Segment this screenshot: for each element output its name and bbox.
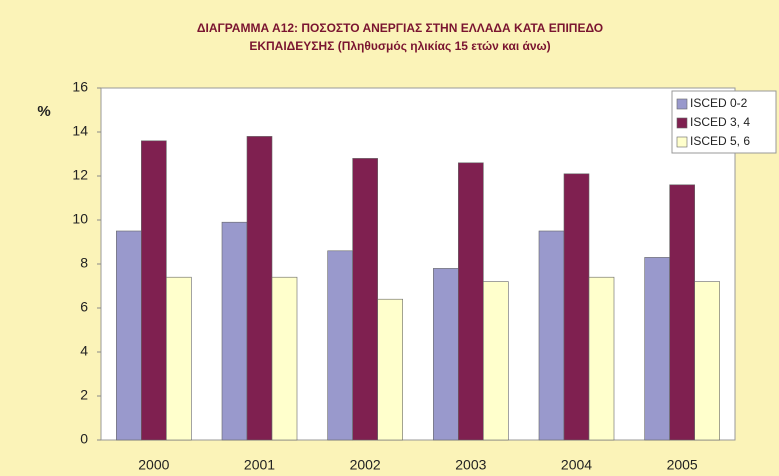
plot-area (100, 87, 736, 441)
y-tick-label: 12 (72, 167, 88, 183)
bar (166, 276, 192, 441)
legend-box (671, 90, 777, 154)
x-tick-label: 2002 (350, 457, 381, 473)
y-tick-label: 0 (80, 431, 88, 447)
bar (377, 298, 403, 441)
x-tick-label: 2001 (244, 457, 275, 473)
y-tick-label: 8 (80, 255, 88, 271)
y-tick-label: 14 (72, 123, 88, 139)
bar (458, 162, 484, 441)
y-tick-label: 6 (80, 299, 88, 315)
bar (271, 276, 298, 441)
bar (221, 221, 248, 441)
bar (246, 136, 273, 441)
legend-swatch (676, 117, 688, 129)
bar (327, 250, 353, 441)
x-tick-label: 2003 (455, 457, 486, 473)
bar (538, 230, 565, 441)
bar (483, 281, 509, 441)
bar (433, 268, 459, 441)
bar (669, 184, 695, 441)
bar (694, 281, 720, 441)
y-tick-label: 2 (80, 387, 88, 403)
chart-title: ΕΚΠΑΙΔΕΥΣΗΣ (Πληθυσμός ηλικίας 15 ετών κ… (249, 39, 550, 53)
y-axis-label: % (37, 103, 50, 120)
y-tick-label: 16 (72, 79, 88, 95)
bar (116, 230, 142, 441)
chart-title: ΔΙΑΓΡΑΜΜΑ Α12: ΠΟΣΟΣΤΟ ΑΝΕΡΓΙΑΣ ΣΤΗΝ ΕΛΛ… (197, 21, 603, 35)
legend-label: ISCED 5, 6 (690, 134, 750, 148)
bar (563, 173, 590, 441)
y-tick-label: 4 (80, 343, 88, 359)
x-tick-label: 2000 (138, 457, 169, 473)
legend-label: ISCED 3, 4 (690, 115, 750, 129)
bar (644, 257, 670, 441)
x-tick-label: 2004 (561, 457, 592, 473)
bar (352, 158, 378, 441)
x-tick-label: 2005 (667, 457, 698, 473)
legend-label: ISCED 0-2 (690, 96, 748, 110)
bar (588, 276, 615, 441)
legend-swatch (676, 136, 688, 148)
legend-swatch (676, 98, 688, 110)
bar (141, 140, 167, 441)
y-tick-label: 10 (72, 211, 88, 227)
